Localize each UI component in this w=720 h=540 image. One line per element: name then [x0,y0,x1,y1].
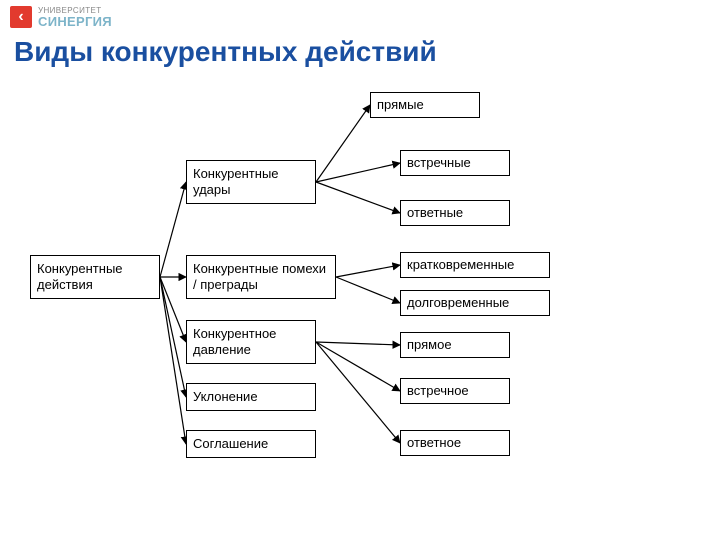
edge-root-ukl [160,277,186,397]
edge-root-sogl [160,277,186,444]
node-kratk: кратковременные [400,252,550,278]
node-pryamoe: прямое [400,332,510,358]
node-pomehi: Конкурентные помехи / преграды [186,255,336,299]
edge-root-udary [160,182,186,277]
node-vstrechnye: встречные [400,150,510,176]
edge-davlenie-vstrechnoe [316,342,400,391]
node-udary: Конкурентные удары [186,160,316,204]
node-dolg: долговременные [400,290,550,316]
node-ukl: Уклонение [186,383,316,411]
node-otvetnoe: ответное [400,430,510,456]
brand-badge-icon: ‹ [10,6,32,28]
page-title: Виды конкурентных действий [14,36,437,68]
edge-davlenie-otvetnoe [316,342,400,443]
node-pryamye: прямые [370,92,480,118]
edge-pomehi-dolg [336,277,400,303]
node-otvetnye: ответные [400,200,510,226]
edge-udary-pryamye [316,105,370,182]
edge-davlenie-pryamoe [316,342,400,345]
node-root: Конкурентные действия [30,255,160,299]
node-vstrechnoe: встречное [400,378,510,404]
node-davlenie: Конкурентное давление [186,320,316,364]
brand-logo: ‹ УНИВЕРСИТЕТ СИНЕРГИЯ [10,6,112,28]
brand-bottom-line: СИНЕРГИЯ [38,15,112,28]
edge-root-davlenie [160,277,186,342]
node-sogl: Соглашение [186,430,316,458]
edge-udary-otvetnye [316,182,400,213]
brand-text: УНИВЕРСИТЕТ СИНЕРГИЯ [38,7,112,28]
edge-udary-vstrechnye [316,163,400,182]
edge-pomehi-kratk [336,265,400,277]
